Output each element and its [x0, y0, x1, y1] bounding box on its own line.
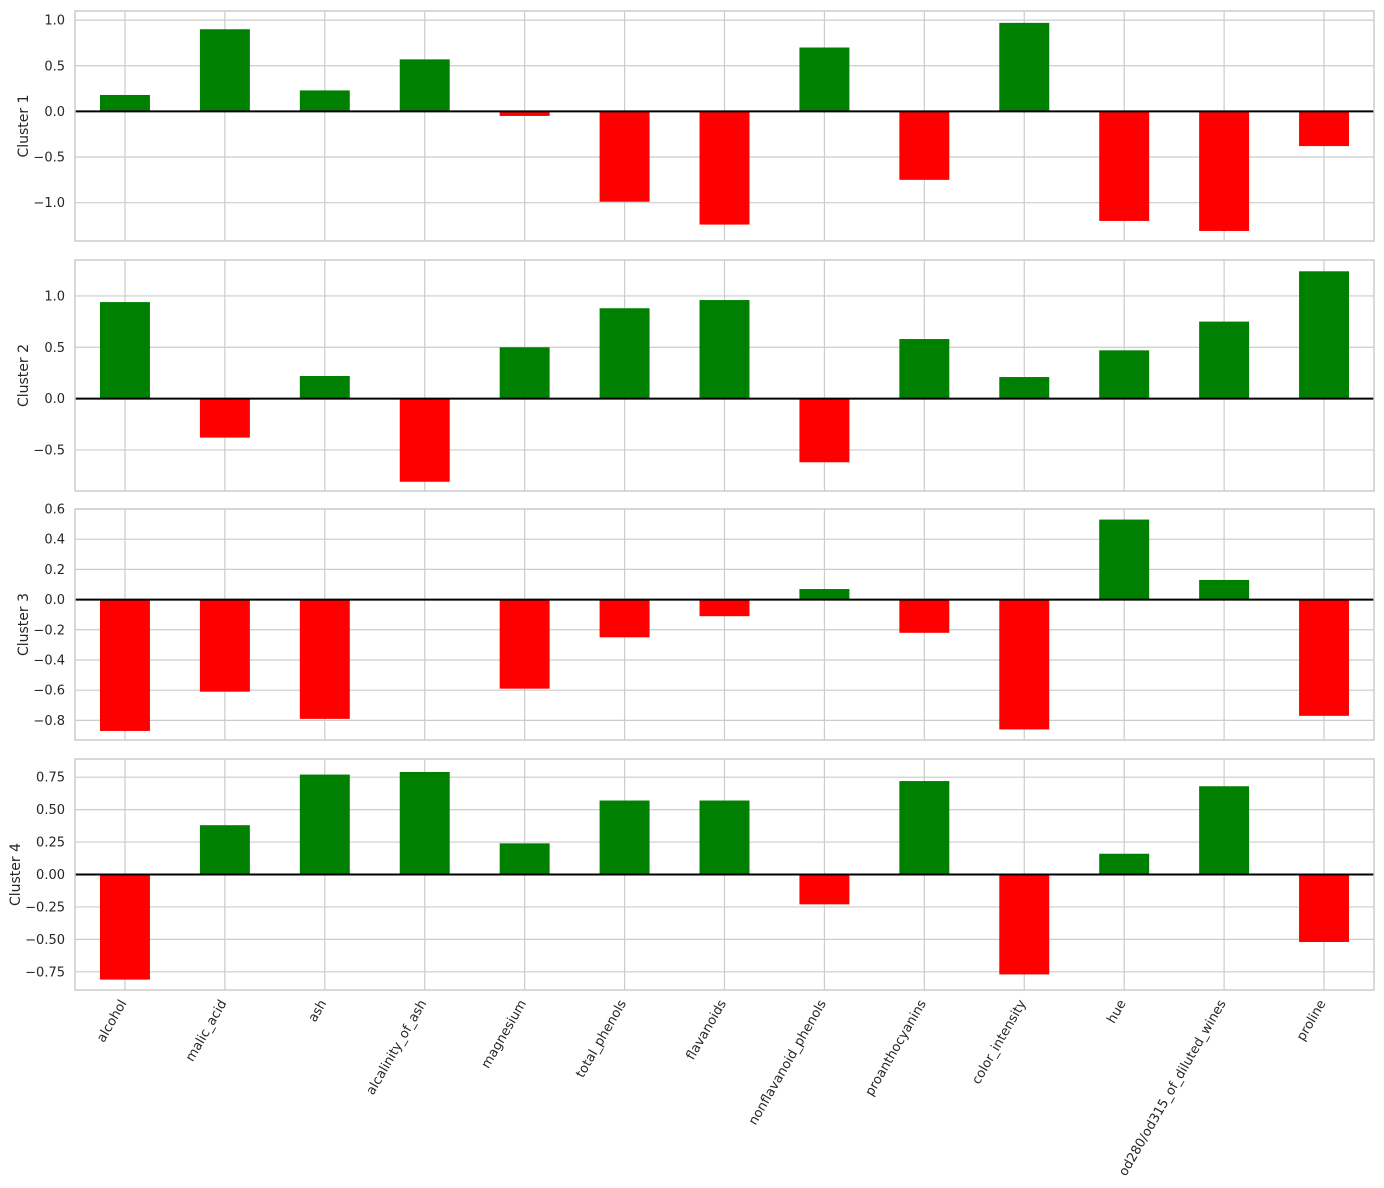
x-tick-label: flavanoids [684, 997, 730, 1062]
bar-alcohol [99, 599, 150, 731]
x-tick-label: total_phenols [573, 997, 630, 1080]
y-tick-label: 0.0 [44, 392, 65, 407]
y-tick-label: −0.6 [33, 684, 65, 699]
bar-total-phenols [599, 800, 650, 875]
bar-proanthocyanins [899, 781, 950, 875]
plot-frame [74, 10, 1375, 242]
bar-proanthocyanins [899, 599, 950, 633]
x-tick-label: proanthocyanins [863, 997, 930, 1099]
bar-malic-acid [199, 599, 250, 692]
y-tick-label: 0.0 [44, 593, 65, 608]
bar-malic-acid [199, 825, 250, 875]
x-tick-label: alcohol [94, 998, 130, 1046]
y-tick-label: 1.0 [44, 289, 65, 304]
bar-proanthocyanins [899, 339, 950, 399]
y-axis-label: Cluster 3 [16, 593, 32, 656]
bar-od280-od315-of-diluted-wines [1199, 111, 1250, 231]
plot-frame [74, 508, 1375, 741]
bar-magnesium [499, 347, 550, 399]
bar-alcalinity-of-ash [399, 771, 450, 875]
x-tick-label: ash [306, 998, 330, 1025]
y-tick-label: 0.6 [44, 503, 65, 518]
plot-frame [74, 758, 1375, 991]
bar-flavanoids [699, 599, 750, 617]
y-tick-label: 1.0 [44, 14, 65, 29]
bar-alcohol [99, 874, 150, 980]
x-tick-label: od280/od315_of_diluted_wines [1116, 997, 1229, 1179]
y-tick-label: −1.0 [33, 196, 65, 211]
bar-color-intensity [999, 377, 1050, 399]
plot-frame [74, 259, 1375, 492]
bar-ash [299, 599, 350, 719]
bar-magnesium [499, 111, 550, 116]
y-axis-label: Cluster 2 [16, 344, 32, 407]
y-axis-label: Cluster 1 [16, 94, 32, 157]
y-tick-label: 0.5 [44, 59, 65, 74]
bar-color-intensity [999, 22, 1050, 112]
x-tick-label: color_intensity [969, 997, 1030, 1087]
bar-nonflavanoid-phenols [799, 589, 850, 600]
bar-total-phenols [599, 111, 650, 202]
y-tick-label: 0.50 [36, 803, 65, 818]
bar-od280-od315-of-diluted-wines [1199, 579, 1250, 600]
y-tick-label: −0.8 [33, 714, 65, 729]
bar-alcohol [99, 94, 150, 112]
x-tick-label: alcalinity_of_ash [364, 998, 431, 1098]
bar-nonflavanoid-phenols [799, 874, 850, 905]
y-tick-label: −0.25 [25, 900, 65, 915]
bar-magnesium [499, 599, 550, 689]
y-tick-label: 0.4 [44, 533, 65, 548]
bar-hue [1099, 519, 1150, 600]
bar-total-phenols [599, 308, 650, 399]
bar-alcohol [99, 302, 150, 399]
y-tick-label: 0.2 [44, 563, 65, 578]
bar-malic-acid [199, 398, 250, 438]
bar-proline [1299, 599, 1350, 716]
bar-hue [1099, 350, 1150, 399]
bar-nonflavanoid-phenols [799, 398, 850, 463]
bar-hue [1099, 853, 1150, 875]
bar-alcalinity-of-ash [399, 59, 450, 112]
bar-malic-acid [199, 29, 250, 112]
bar-od280-od315-of-diluted-wines [1199, 786, 1250, 875]
y-tick-label: −0.50 [25, 933, 65, 948]
bar-ash [299, 90, 350, 112]
y-tick-label: 0.5 [44, 341, 65, 356]
x-tick-label: magnesium [479, 998, 530, 1072]
y-tick-label: 0.00 [36, 868, 65, 883]
y-axis-label: Cluster 4 [8, 843, 24, 906]
y-tick-label: 0.25 [36, 836, 65, 851]
bar-flavanoids [699, 111, 750, 225]
y-tick-label: −0.4 [33, 653, 65, 668]
bar-color-intensity [999, 874, 1050, 975]
bar-total-phenols [599, 599, 650, 638]
y-tick-label: −0.5 [33, 443, 65, 458]
bar-flavanoids [699, 300, 750, 399]
bar-ash [299, 774, 350, 875]
bar-proanthocyanins [899, 111, 950, 180]
x-tick-label: proline [1294, 998, 1329, 1044]
y-tick-label: −0.5 [33, 151, 65, 166]
bar-ash [299, 376, 350, 399]
bar-od280-od315-of-diluted-wines [1199, 321, 1250, 399]
bar-alcalinity-of-ash [399, 398, 450, 482]
bar-hue [1099, 111, 1150, 221]
bar-color-intensity [999, 599, 1050, 730]
y-tick-label: 0.0 [44, 105, 65, 120]
bar-proline [1299, 271, 1350, 399]
x-tick-label: nonflavanoid_phenols [746, 997, 830, 1128]
bar-flavanoids [699, 800, 750, 875]
y-tick-label: −0.2 [33, 623, 65, 638]
bar-magnesium [499, 843, 550, 875]
x-tick-label: malic_acid [183, 998, 230, 1065]
y-tick-label: 0.75 [36, 771, 65, 786]
x-tick-label: hue [1104, 998, 1129, 1027]
y-tick-label: −0.75 [25, 965, 65, 980]
bar-proline [1299, 111, 1350, 147]
bar-proline [1299, 874, 1350, 942]
bar-nonflavanoid-phenols [799, 47, 850, 112]
